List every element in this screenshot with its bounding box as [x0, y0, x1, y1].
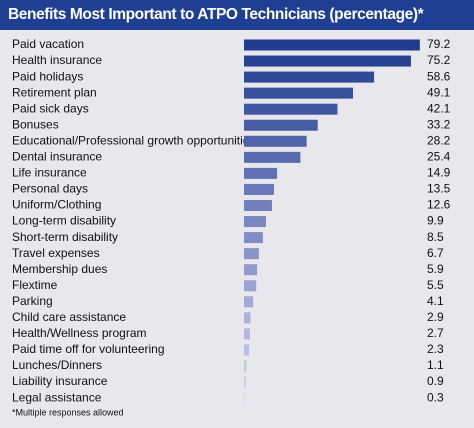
bar	[244, 376, 246, 388]
bar	[244, 119, 318, 131]
value-label: 58.6	[427, 69, 451, 83]
value-label: 6.7	[427, 246, 444, 260]
category-label: Uniform/Clothing	[12, 198, 101, 212]
bar	[244, 55, 411, 67]
category-label: Health/Wellness program	[12, 326, 147, 340]
category-label: Retirement plan	[12, 85, 97, 99]
bar	[244, 183, 274, 195]
value-label: 9.9	[427, 214, 444, 228]
category-label: Paid holidays	[12, 69, 83, 83]
value-label: 8.5	[427, 230, 444, 244]
category-label: Educational/Professional growth opportun…	[12, 133, 255, 147]
bar	[244, 344, 250, 356]
value-label: 0.9	[427, 374, 444, 388]
value-label: 28.2	[427, 133, 451, 147]
category-label: Personal days	[12, 182, 88, 196]
bar	[244, 248, 259, 260]
bar	[244, 200, 272, 211]
bar	[244, 167, 278, 179]
bar	[244, 264, 258, 276]
value-label: 75.2	[427, 53, 451, 67]
bar	[244, 360, 247, 372]
value-label: 2.7	[427, 326, 444, 340]
value-label: 5.9	[427, 262, 444, 276]
bar	[244, 328, 250, 340]
category-label: Paid time off for volunteering	[12, 342, 165, 356]
category-label: Travel expenses	[12, 246, 100, 260]
category-label: Membership dues	[12, 262, 107, 276]
category-label: Flextime	[12, 278, 58, 292]
category-label: Health insurance	[12, 53, 102, 67]
bar	[244, 392, 245, 404]
value-label: 14.9	[427, 166, 451, 180]
value-label: 25.4	[427, 150, 451, 164]
title-bar	[0, 0, 474, 30]
value-label: 4.1	[427, 294, 444, 308]
value-label: 5.5	[427, 278, 444, 292]
bar	[244, 312, 251, 324]
bar	[244, 216, 266, 228]
bar	[244, 151, 301, 163]
bar	[244, 280, 257, 292]
value-label: 33.2	[427, 117, 451, 131]
value-label: 13.5	[427, 182, 451, 196]
category-label: Dental insurance	[12, 150, 102, 164]
value-label: 2.9	[427, 310, 444, 324]
category-label: Lunches/Dinners	[12, 358, 102, 372]
value-label: 49.1	[427, 85, 451, 99]
category-label: Long-term disability	[12, 214, 116, 228]
footnote: *Multiple responses allowed	[12, 407, 124, 417]
bar	[244, 296, 254, 308]
category-label: Parking	[12, 294, 53, 308]
value-label: 79.2	[427, 37, 451, 51]
bar	[244, 135, 307, 147]
category-label: Short-term disability	[12, 230, 118, 244]
bar	[244, 232, 263, 244]
category-label: Bonuses	[12, 117, 59, 131]
category-label: Child care assistance	[12, 310, 126, 324]
value-label: 1.1	[427, 358, 444, 372]
value-label: 12.6	[427, 198, 451, 212]
category-label: Paid sick days	[12, 101, 89, 115]
category-label: Legal assistance	[12, 390, 102, 404]
value-label: 2.3	[427, 342, 444, 356]
value-label: 0.3	[427, 390, 444, 404]
bar	[244, 71, 375, 83]
chart-title: Benefits Most Important to ATPO Technici…	[8, 6, 425, 23]
category-label: Life insurance	[12, 166, 87, 180]
category-label: Paid vacation	[12, 37, 84, 51]
value-label: 42.1	[427, 101, 451, 115]
bar	[244, 103, 338, 115]
bar	[244, 39, 420, 51]
category-label: Liability insurance	[12, 374, 108, 388]
bar	[244, 87, 354, 99]
